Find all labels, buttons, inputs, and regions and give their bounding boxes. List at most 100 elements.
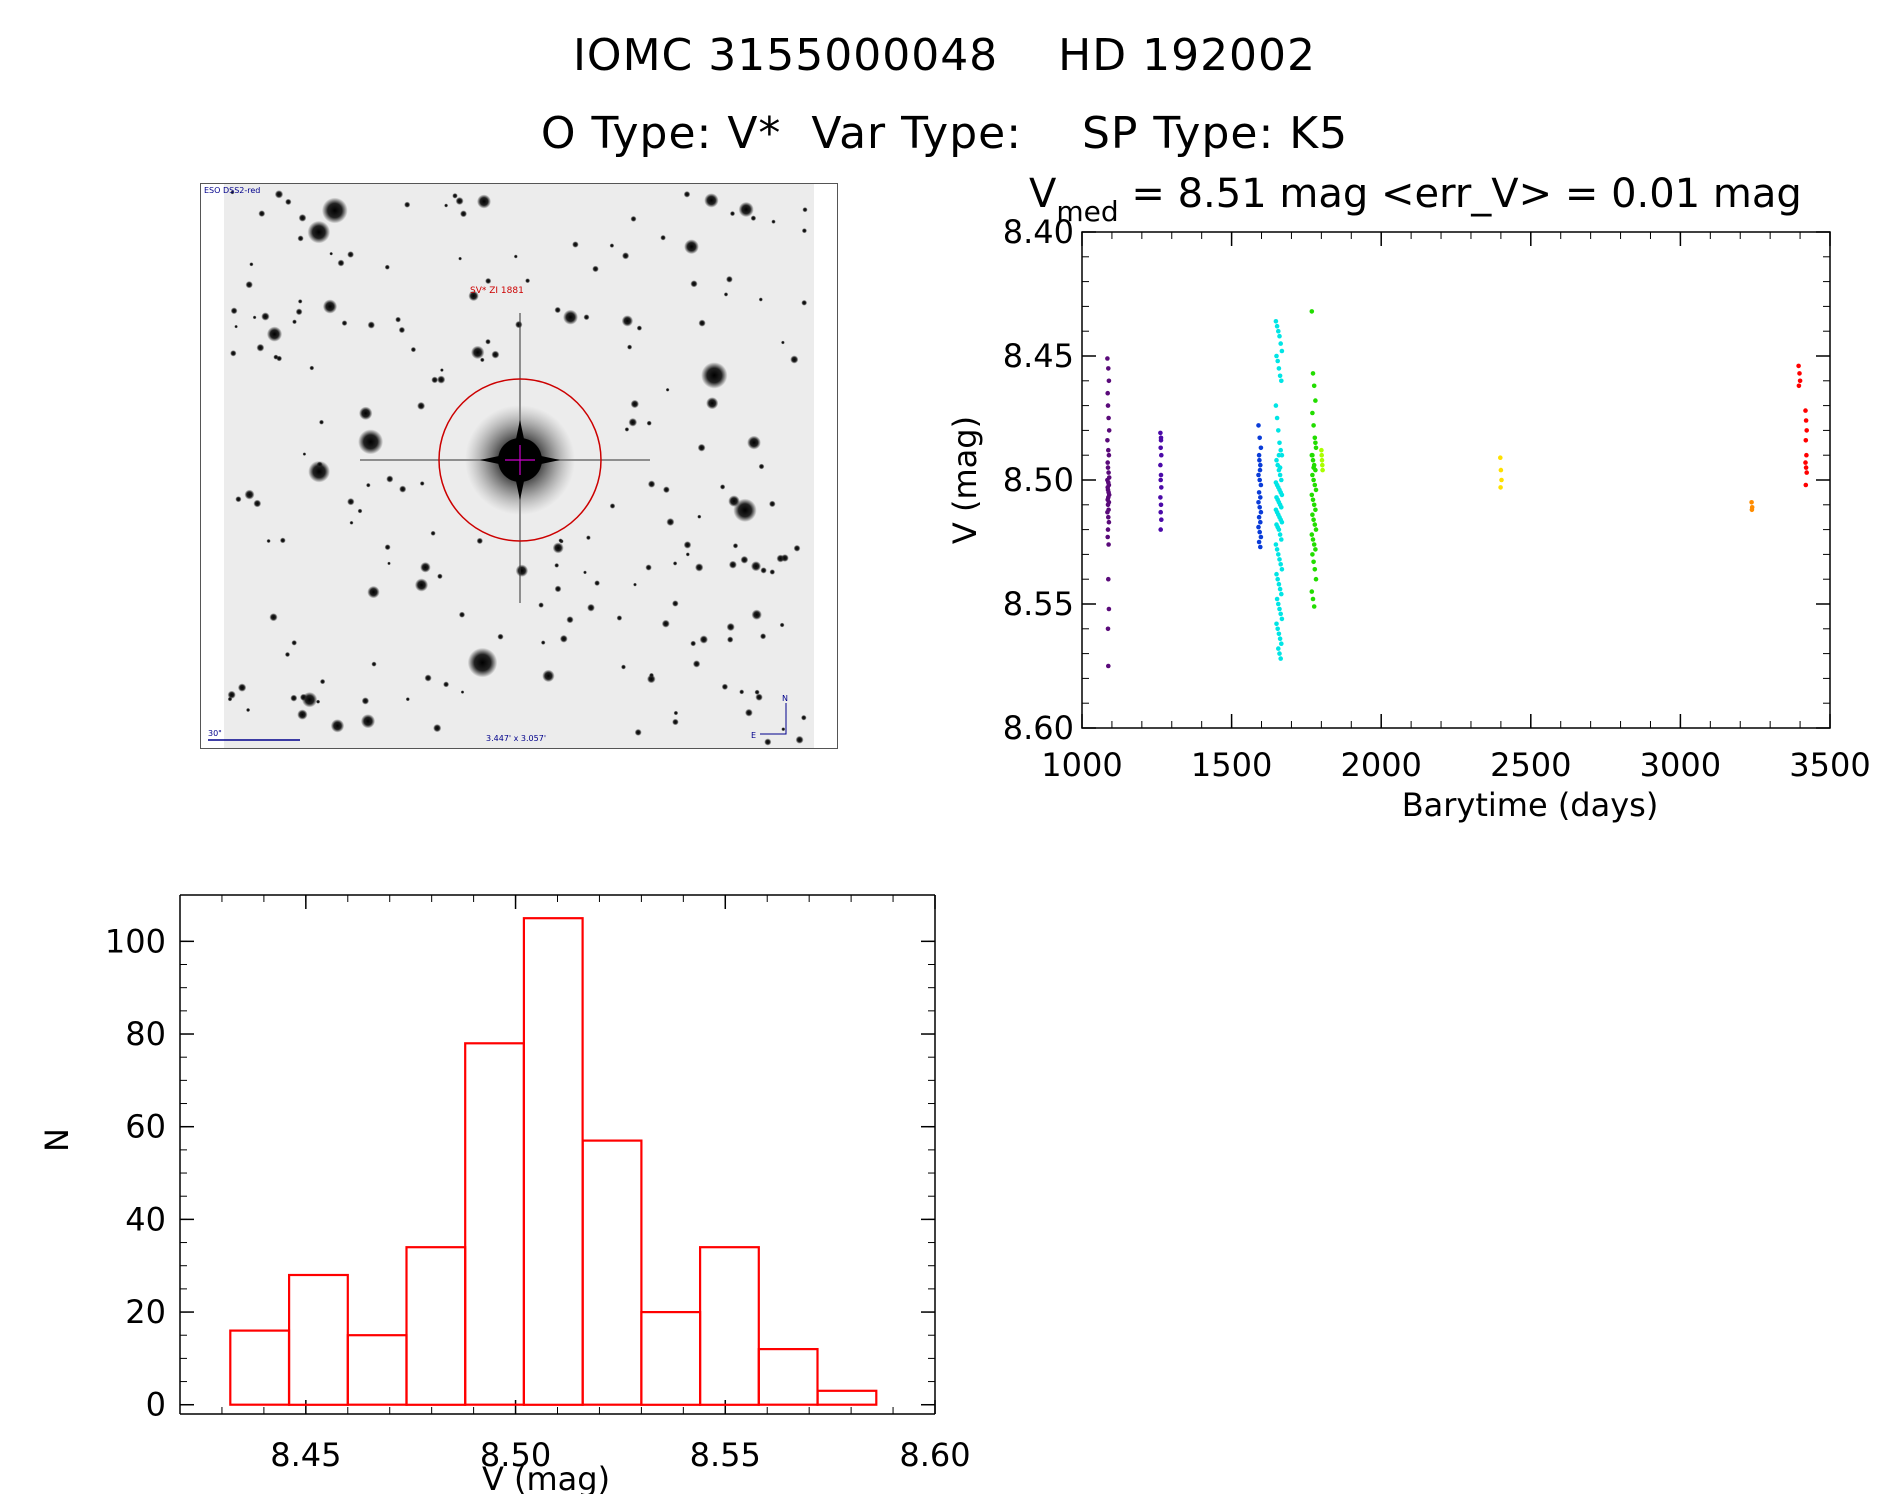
light-curve-point [1256, 500, 1261, 505]
light-curve-point [1313, 467, 1318, 473]
light-curve-point [1158, 477, 1163, 483]
field-star [297, 709, 308, 720]
light-curve-point [1275, 524, 1280, 530]
light-curve-point [1274, 596, 1280, 602]
light-curve-point [1106, 475, 1112, 480]
light-curve-point [1158, 472, 1164, 478]
field-star [430, 530, 436, 536]
field-star [572, 241, 579, 248]
light-curve-point [1273, 403, 1279, 408]
light-curve-point [1310, 457, 1316, 463]
field-star [319, 419, 324, 425]
field-star [444, 203, 449, 208]
light-curve-point [1310, 371, 1316, 376]
light-curve-point [1310, 512, 1315, 517]
field-star [769, 500, 776, 508]
light-curve-point [1274, 323, 1280, 329]
light-curve-point [1319, 447, 1324, 453]
light-curve-point [1256, 514, 1262, 520]
field-star [468, 290, 479, 302]
field-star [371, 661, 377, 667]
field-star [583, 314, 590, 321]
field-star [781, 554, 789, 562]
light-curve-point [1105, 477, 1110, 483]
histogram-xtick-label: 8.50 [480, 1436, 551, 1474]
light-curve-point [1749, 507, 1755, 513]
light-curve-point [1275, 462, 1280, 468]
light-curve-ytick-label: 8.55 [1003, 585, 1074, 623]
field-star [663, 486, 670, 494]
field-star [634, 728, 642, 736]
field-star [672, 718, 679, 726]
field-star [690, 280, 698, 288]
field-star [795, 735, 804, 744]
field-star [726, 622, 735, 632]
field-star [279, 537, 286, 544]
field-star [298, 214, 307, 222]
field-star [458, 256, 462, 261]
light-curve-point [1256, 472, 1261, 478]
field-star [253, 499, 262, 508]
light-curve-point [1105, 487, 1111, 493]
field-star [424, 674, 432, 682]
field-star [647, 674, 656, 684]
light-curve-point [1275, 358, 1280, 364]
light-curve-point [1105, 356, 1110, 361]
light-curve-point [1279, 519, 1285, 525]
field-star [673, 710, 679, 716]
field-star [630, 215, 637, 222]
light-curve-point [1803, 465, 1809, 470]
field-star [697, 514, 702, 519]
field-star [739, 689, 745, 695]
field-star [261, 312, 270, 321]
field-star [558, 538, 563, 543]
light-curve-point [1796, 383, 1802, 389]
field-star [698, 319, 706, 327]
light-curve-point [1797, 371, 1802, 376]
histogram-bar [581, 1139, 643, 1406]
light-curve-point [1106, 492, 1112, 498]
light-curve-point [1498, 485, 1503, 490]
light-curve-point [1105, 390, 1110, 396]
histogram-xlabel: V (mag) [482, 1460, 610, 1494]
light-curve-point [1310, 552, 1315, 557]
light-curve-point [1749, 500, 1754, 505]
field-star [491, 350, 500, 359]
histogram-bar [346, 1334, 408, 1406]
field-star [554, 563, 560, 568]
light-curve-point [1159, 517, 1164, 522]
field-star [309, 365, 315, 371]
field-star [308, 460, 330, 483]
field-star [771, 219, 776, 224]
light-curve-point [1273, 507, 1279, 513]
light-curve-point [1106, 576, 1111, 582]
field-star [660, 234, 666, 241]
field-star [665, 387, 670, 392]
light-curve-point [1159, 452, 1164, 458]
field-star [672, 561, 678, 566]
light-curve-point [1105, 438, 1110, 443]
light-curve-point [1273, 480, 1279, 485]
field-star [302, 452, 307, 456]
light-curve-point [1105, 403, 1111, 408]
light-curve-ytick-label: 8.40 [1003, 213, 1074, 251]
light-curve-point [1274, 495, 1279, 500]
light-curve-point [1803, 438, 1809, 443]
field-star [554, 585, 562, 593]
field-star [480, 357, 485, 363]
field-star [476, 537, 483, 545]
field-star [307, 220, 331, 244]
field-star [704, 193, 719, 208]
field-star [685, 552, 690, 557]
field-star [758, 297, 763, 302]
field-star [297, 299, 303, 304]
light-curve-point [1312, 567, 1318, 572]
light-curve-point [1158, 438, 1164, 443]
field-star [322, 299, 338, 314]
light-curve-point [1105, 527, 1111, 532]
field-star [420, 562, 431, 573]
light-curve-point [1277, 532, 1283, 537]
field-star [559, 634, 568, 643]
field-star [733, 498, 757, 522]
light-curve-point [1276, 485, 1281, 490]
